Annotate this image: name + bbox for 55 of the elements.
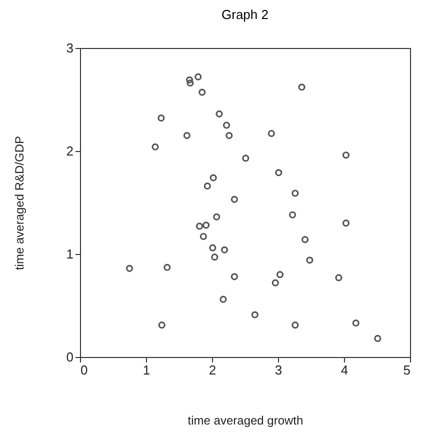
point [292, 322, 299, 329]
point [152, 143, 159, 150]
point [302, 236, 309, 244]
x-tick-label: 5 [403, 362, 410, 378]
point [210, 174, 217, 182]
point [126, 264, 134, 272]
point [288, 211, 296, 218]
point [204, 182, 211, 190]
x-tick-label: 0 [80, 362, 88, 378]
point [352, 319, 360, 327]
point [242, 154, 250, 162]
point [335, 274, 342, 282]
point [158, 322, 166, 329]
x-tick-label: 3 [274, 362, 282, 378]
x-tick-label: 1 [142, 362, 150, 378]
point [226, 132, 233, 140]
y-tick-label: 1 [66, 246, 74, 262]
point [213, 213, 220, 220]
point [186, 76, 194, 84]
point [342, 220, 350, 227]
point [209, 244, 216, 252]
point [268, 130, 275, 138]
x-tick-label: 2 [208, 362, 216, 378]
y-tick-label: 3 [66, 40, 74, 56]
y-axis-title: time averaged R&D/GDP [12, 136, 26, 270]
point [194, 73, 202, 80]
point [196, 222, 203, 230]
point [306, 256, 314, 264]
point [198, 88, 206, 96]
y-tick-label: 0 [66, 350, 74, 364]
point [298, 84, 306, 91]
point [374, 334, 382, 342]
point [272, 279, 279, 286]
point [202, 222, 210, 229]
point [276, 271, 284, 278]
point [230, 273, 238, 280]
point [222, 122, 230, 129]
x-tick-label: 4 [340, 362, 348, 378]
point [164, 264, 171, 271]
point [342, 152, 350, 159]
point [251, 311, 258, 318]
point [158, 114, 165, 122]
point [292, 190, 299, 197]
point [200, 232, 207, 240]
chart-title: Graph 2 [222, 7, 268, 22]
point [221, 246, 228, 254]
y-tick-label: 2 [66, 144, 74, 158]
point [220, 296, 227, 303]
point [211, 254, 218, 261]
x-axis-title: time averaged growth [188, 414, 304, 428]
point [183, 132, 190, 140]
point [216, 110, 223, 118]
point [230, 196, 238, 203]
point [186, 79, 194, 87]
point [275, 169, 282, 176]
